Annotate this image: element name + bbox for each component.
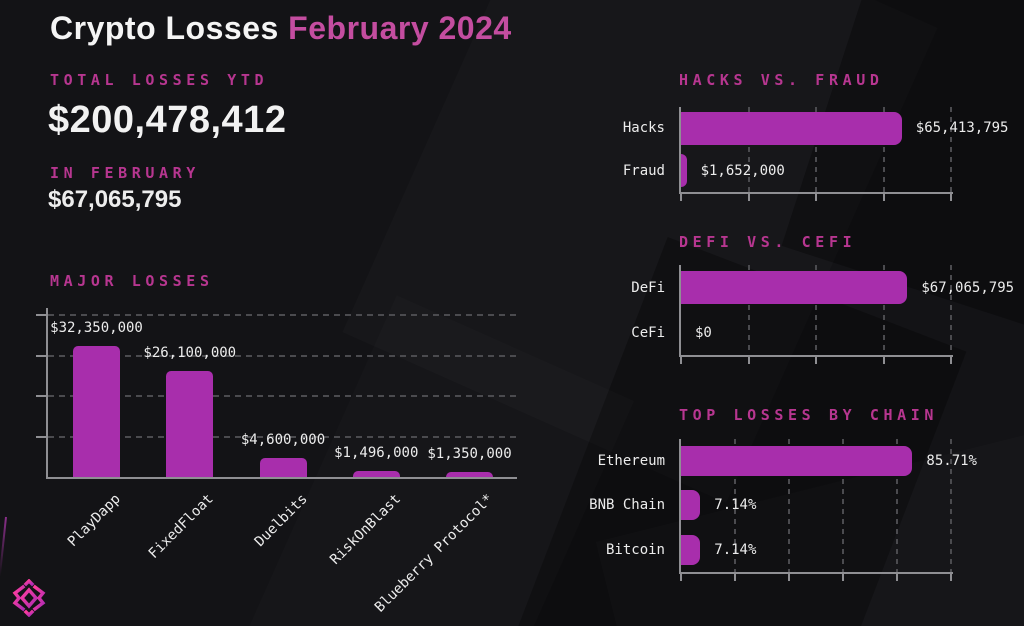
defi-vs-cefi-chart: $67,065,795 $0	[679, 265, 1014, 364]
decorative-line	[0, 516, 7, 577]
gridline	[842, 439, 844, 572]
bar-blueberry-protocol	[446, 471, 493, 477]
gridline	[950, 107, 952, 192]
gridline	[950, 265, 952, 355]
bar-value-label: $0	[695, 324, 712, 341]
immunefi-logo-icon	[9, 578, 49, 622]
bar-ethereum	[681, 446, 913, 477]
x-axis-tick	[882, 194, 885, 201]
defi-vs-cefi-labels: DeFi CeFi	[545, 265, 665, 355]
chart-row-cefi: $0	[681, 316, 953, 349]
bar-duelbits	[259, 458, 307, 477]
y-axis-tick	[36, 435, 46, 438]
bar-value-label: 7.14%	[714, 497, 757, 514]
bar-value-label: $32,350,000	[50, 319, 143, 336]
category-label-playdapp: PlayDapp	[64, 491, 124, 550]
in-february-value: $67,065,795	[48, 186, 182, 213]
x-axis-tick	[680, 194, 682, 201]
x-axis-tick	[680, 357, 682, 364]
row-label-defi: DeFi	[631, 279, 665, 296]
gridline	[882, 265, 885, 355]
chart-row-ethereum: 85.71%	[681, 446, 977, 477]
bar-riskonblast	[352, 470, 400, 477]
x-axis-tick	[747, 194, 750, 201]
page-title-period: February 2024	[288, 10, 512, 46]
chart-row-defi: $67,065,795	[681, 271, 1014, 304]
row-label-bitcoin: Bitcoin	[605, 541, 665, 558]
gridline	[788, 439, 790, 572]
page-title: Crypto Losses February 2024	[50, 10, 512, 47]
bar-value-label: $4,600,000	[240, 432, 326, 449]
chart-row-bnb-chain: 7.14%	[681, 490, 953, 521]
row-label-hacks: Hacks	[622, 120, 665, 137]
bar-bnb-chain	[681, 490, 701, 521]
gridline	[734, 439, 736, 572]
x-axis-tick	[788, 574, 790, 581]
bar-hacks	[681, 111, 902, 145]
gridline	[950, 439, 952, 572]
top-losses-by-chain-chart: 85.71% 7.14% 7.14%	[679, 439, 977, 581]
bar-value-label: $1,652,000	[700, 162, 785, 179]
y-axis-tick	[36, 354, 46, 357]
x-axis-tick	[842, 574, 844, 581]
in-february-label: IN FEBRUARY	[50, 164, 200, 182]
bar-value-label: $67,065,795	[921, 279, 1015, 296]
major-losses-title: MAJOR LOSSES	[50, 272, 214, 290]
top-losses-by-chain-title: TOP LOSSES BY CHAIN	[679, 406, 938, 424]
bar-value-label: 85.71%	[926, 453, 977, 470]
hacks-vs-fraud-labels: Hacks Fraud	[545, 107, 665, 192]
major-losses-chart: $32,350,000 PlayDapp $26,100,000 FixedFloat…	[36, 308, 517, 616]
x-axis-tick	[950, 357, 952, 364]
bar-fixedfloat	[166, 371, 214, 477]
x-axis-tick	[896, 574, 898, 581]
hacks-vs-fraud-chart: $65,413,795 $1,652,000	[679, 107, 1008, 201]
hacks-vs-fraud-title: HACKS VS. FRAUD	[679, 71, 884, 89]
x-axis-tick	[882, 357, 885, 364]
x-axis-tick	[734, 574, 736, 581]
row-label-fraud: Fraud	[622, 162, 665, 179]
gridline	[896, 439, 898, 572]
x-axis-tick	[815, 194, 817, 201]
bar-fraud	[681, 154, 687, 188]
bar-defi	[681, 271, 908, 304]
gridline	[48, 354, 517, 357]
bar-value-label: $1,350,000	[427, 445, 512, 462]
y-axis-tick	[36, 314, 46, 316]
row-label-cefi: CeFi	[631, 324, 665, 341]
category-label-fixedfloat: FixedFloat	[146, 491, 218, 562]
total-losses-ytd-label: TOTAL LOSSES YTD	[50, 71, 269, 89]
bar-value-label: $26,100,000	[143, 345, 237, 362]
page-title-main: Crypto Losses	[50, 10, 279, 46]
row-label-bnb-chain: BNB Chain	[589, 497, 665, 514]
x-axis-tick	[950, 194, 952, 201]
x-axis-tick	[680, 574, 682, 581]
total-losses-ytd-value: $200,478,412	[48, 99, 287, 141]
bar-value-label: 7.14%	[714, 541, 757, 558]
defi-vs-cefi-title: DEFI VS. CEFI	[679, 233, 857, 251]
x-axis-tick	[815, 357, 817, 364]
gridline	[815, 265, 817, 355]
gridline	[882, 107, 885, 192]
chart-row-fraud: $1,652,000	[681, 154, 953, 188]
bar-playdapp	[73, 345, 120, 477]
y-axis-tick	[36, 395, 46, 397]
y-axis-cap	[46, 308, 48, 315]
bar-bitcoin	[681, 534, 701, 565]
gridline	[48, 435, 517, 438]
gridline	[747, 265, 750, 355]
bar-value-label: $65,413,795	[915, 120, 1009, 137]
gridline	[747, 107, 750, 192]
gridline	[48, 314, 517, 316]
top-losses-by-chain-labels: Ethereum BNB Chain Bitcoin	[545, 439, 665, 572]
chart-row-bitcoin: 7.14%	[681, 534, 953, 565]
chart-row-hacks: $65,413,795	[681, 111, 1008, 145]
x-axis-tick	[950, 574, 952, 581]
gridline	[815, 107, 817, 192]
x-axis-tick	[747, 357, 750, 364]
bar-value-label: $1,496,000	[334, 444, 419, 461]
row-label-ethereum: Ethereum	[597, 453, 665, 470]
gridline	[48, 395, 517, 397]
